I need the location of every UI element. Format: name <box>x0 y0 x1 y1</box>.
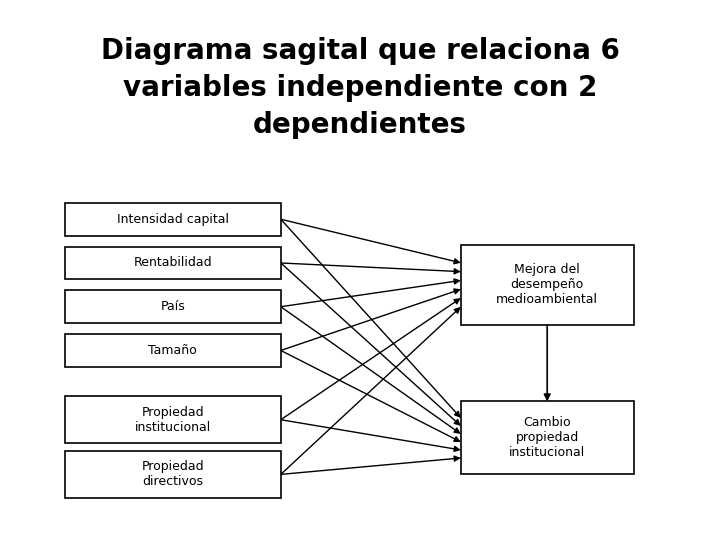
FancyBboxPatch shape <box>461 245 634 325</box>
FancyBboxPatch shape <box>65 334 281 367</box>
Text: Cambio
propiedad
institucional: Cambio propiedad institucional <box>509 416 585 460</box>
FancyBboxPatch shape <box>65 396 281 443</box>
Text: Propiedad
directivos: Propiedad directivos <box>142 461 204 488</box>
Text: Tamaño: Tamaño <box>148 344 197 357</box>
Text: Diagrama sagital que relaciona 6
variables independiente con 2
dependientes: Diagrama sagital que relaciona 6 variabl… <box>101 37 619 139</box>
FancyBboxPatch shape <box>65 203 281 235</box>
Text: Propiedad
institucional: Propiedad institucional <box>135 406 211 434</box>
Text: Rentabilidad: Rentabilidad <box>133 256 212 269</box>
FancyBboxPatch shape <box>461 402 634 474</box>
Text: Intensidad capital: Intensidad capital <box>117 213 229 226</box>
Text: Mejora del
desempeño
medioambiental: Mejora del desempeño medioambiental <box>496 264 598 306</box>
FancyBboxPatch shape <box>65 291 281 323</box>
Text: País: País <box>161 300 185 313</box>
FancyBboxPatch shape <box>65 247 281 279</box>
FancyBboxPatch shape <box>65 451 281 498</box>
